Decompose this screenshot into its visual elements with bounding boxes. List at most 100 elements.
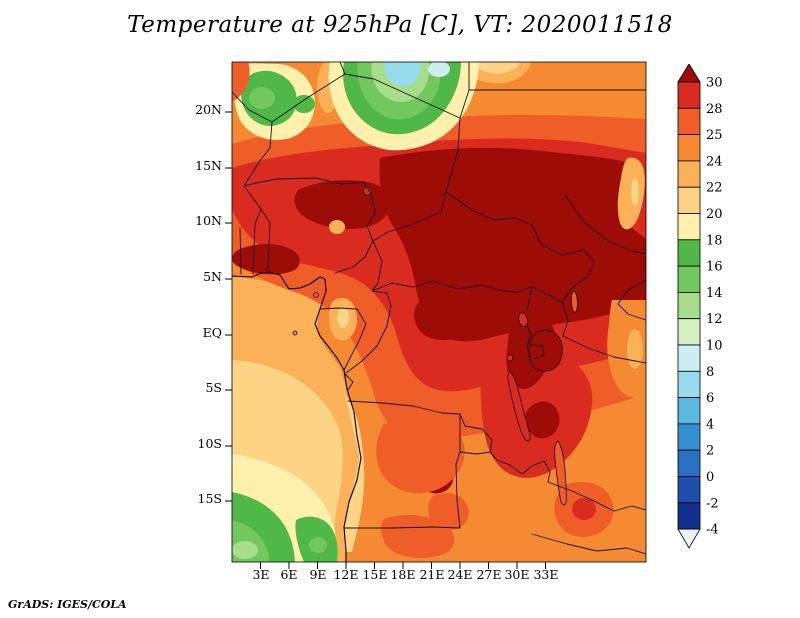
temperature-field (232, 62, 646, 562)
colorbar-band (677, 239, 701, 267)
lake-turkana (571, 290, 578, 313)
lon-label-15e: 15E (362, 567, 388, 582)
field-blob (232, 62, 250, 102)
field-blob (249, 87, 275, 109)
lat-label-20n: 20N (195, 102, 222, 117)
lat-label-eq: EQ (202, 325, 222, 340)
colorbar-band (677, 186, 701, 214)
field-blob (607, 300, 646, 398)
colorbar-band (677, 213, 701, 241)
field-blob (293, 95, 315, 113)
lake-chad (362, 186, 372, 196)
field-blob (384, 62, 421, 87)
lake-victoria (528, 329, 563, 372)
lat-label-5n: 5N (203, 269, 222, 284)
colorbar-band (677, 449, 701, 477)
colorbar-label: 0 (706, 470, 714, 485)
colorbar-band (677, 318, 701, 346)
lake-malawi (554, 440, 567, 506)
field-blob (329, 220, 345, 234)
plot-title: Temperature at 925hPa [C], VT: 202001151… (127, 12, 673, 38)
lake-kivu (506, 354, 514, 362)
colorbar-label: 6 (706, 391, 714, 406)
colorbar-label: 10 (706, 339, 723, 354)
colorbar-label: 8 (706, 365, 714, 380)
lon-label-3e: 3E (252, 567, 270, 582)
colorbar-band (677, 160, 701, 188)
lat-label-5s: 5S (205, 380, 222, 395)
lon-label-12e: 12E (333, 567, 359, 582)
field-blob (381, 514, 455, 558)
field-blob (525, 401, 560, 439)
colorbar-label: 18 (706, 233, 723, 248)
lon-label-9e: 9E (309, 567, 327, 582)
lon-label-18e: 18E (390, 567, 416, 582)
borders-south (344, 400, 646, 555)
lon-label-33e: 33E (533, 567, 559, 582)
field-blob (414, 297, 473, 340)
axis-ticks (225, 111, 546, 569)
colorbar-label: 4 (706, 417, 714, 432)
colorbar-above-arrow (677, 64, 701, 83)
lat-label-15n: 15N (195, 158, 222, 173)
field-blob (379, 147, 646, 342)
colorbar-label: 28 (706, 102, 723, 117)
country-borders (232, 62, 646, 562)
map-frame (231, 61, 647, 563)
field-blob (232, 541, 258, 559)
lake-albert (518, 312, 529, 327)
field-blob (309, 537, 327, 553)
field-blob (631, 178, 639, 206)
colorbar-band (677, 476, 701, 504)
colorbar-label: 22 (706, 181, 723, 196)
colorbar-band (677, 291, 701, 320)
colorbar-band (677, 107, 701, 135)
borders-east (525, 279, 646, 364)
lat-label-10s: 10S (197, 436, 222, 451)
field-blob (344, 394, 365, 552)
borders-chad-sudan (372, 191, 646, 303)
field-blob (376, 418, 465, 494)
colorbar-band (677, 134, 701, 162)
colorbar-band (677, 265, 701, 293)
colorbar-label: 25 (706, 128, 723, 143)
colorbar-label: 16 (706, 260, 723, 275)
colorbar-label: 12 (706, 312, 723, 327)
lon-label-27e: 27E (476, 567, 502, 582)
field-blob (428, 62, 450, 77)
colorbar-band (677, 397, 701, 425)
lake-tanganyika (507, 371, 531, 442)
colorbar-band (677, 81, 701, 109)
colorbar-band (677, 344, 701, 372)
colorbar-label: 20 (706, 207, 723, 222)
lon-label-6e: 6E (280, 567, 298, 582)
colorbar-label: 2 (706, 444, 714, 459)
colorbar: 30 28 25 24 22 20 18 16 14 12 10 8 6 4 2… (677, 64, 723, 549)
colorbar-label: 14 (706, 286, 723, 301)
borders-north (232, 62, 646, 193)
colorbar-band (677, 502, 701, 530)
bioko-island (313, 292, 319, 298)
sao-tome-island (292, 330, 298, 336)
lon-label-21e: 21E (419, 567, 445, 582)
coastline (232, 271, 362, 562)
colorbar-label: -4 (706, 523, 719, 538)
colorbar-label: 24 (706, 154, 723, 169)
borders-west-africa (239, 121, 376, 275)
field-blob (572, 498, 596, 520)
lat-label-10n: 10N (195, 213, 222, 228)
colorbar-label: 30 (706, 76, 723, 91)
lakes (292, 186, 578, 506)
colorbar-below-arrow (677, 528, 701, 549)
colorbar-band (677, 423, 701, 451)
field-blob (470, 62, 520, 74)
field-blob (337, 308, 349, 328)
field-blob (627, 329, 643, 369)
map-plot (225, 61, 647, 569)
grads-stamp: GrADS: IGES/COLA (8, 598, 127, 611)
colorbar-band (677, 370, 701, 398)
borders-central (319, 240, 533, 391)
field-blob (232, 244, 300, 275)
colorbar-label: -2 (706, 496, 719, 511)
